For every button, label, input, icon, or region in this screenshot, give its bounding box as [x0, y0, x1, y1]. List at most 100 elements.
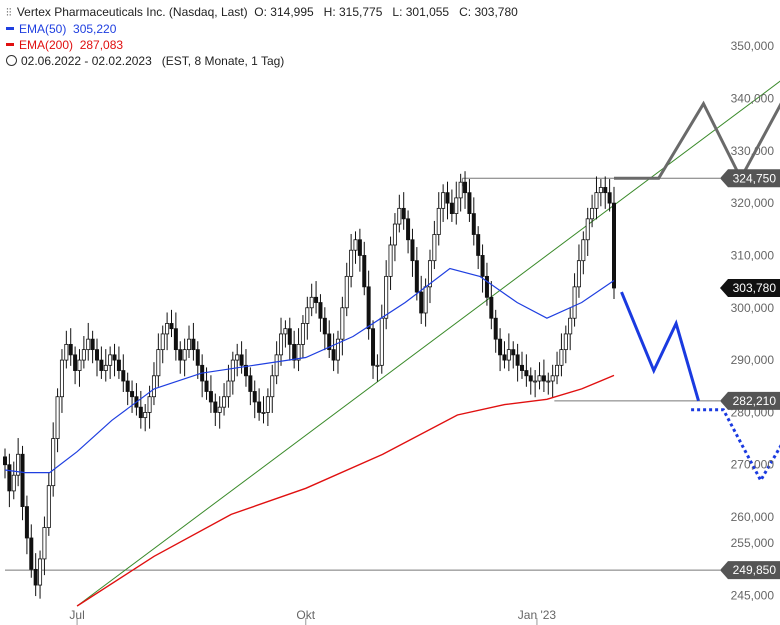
candle-body — [108, 354, 113, 366]
candle-body — [476, 234, 481, 256]
candle-body — [322, 317, 327, 335]
candle — [546, 372, 551, 395]
candle — [484, 262, 489, 306]
candle-body — [379, 317, 384, 366]
candle-body — [410, 239, 415, 262]
candle-body — [178, 349, 183, 361]
y-tick-label: 330,000 — [731, 144, 775, 158]
candle-body — [143, 412, 148, 419]
candle-body — [454, 197, 459, 214]
candle — [292, 330, 297, 369]
y-tick-label: 350,000 — [731, 39, 775, 53]
candle-body — [541, 375, 546, 382]
close-price-tag-shape — [720, 278, 780, 297]
candle-body — [121, 370, 126, 382]
candle — [261, 396, 266, 424]
candle-body — [208, 391, 213, 403]
y-tick-label: 300,000 — [731, 301, 775, 315]
candle — [95, 338, 100, 377]
candle — [519, 351, 524, 379]
candle-body — [38, 558, 43, 586]
candle — [607, 179, 612, 212]
candle — [156, 333, 161, 387]
candle — [270, 364, 275, 413]
candle — [419, 275, 424, 324]
candle-body — [331, 349, 336, 361]
candle-body — [559, 349, 564, 366]
candle-body — [3, 456, 8, 466]
candle-body — [489, 296, 494, 319]
candle — [441, 184, 446, 222]
candle — [59, 349, 64, 413]
candle — [344, 262, 349, 317]
candle-body — [414, 260, 419, 293]
level-tag: 324,750 — [720, 169, 780, 188]
candle — [86, 322, 91, 361]
candle — [371, 320, 376, 379]
candle — [559, 333, 564, 377]
projection-down-solid-path — [620, 291, 700, 402]
candle — [279, 317, 284, 366]
candle — [213, 393, 218, 427]
candle-body — [432, 234, 437, 262]
candle-body — [607, 192, 612, 204]
candle — [379, 304, 384, 374]
candle-body — [279, 333, 284, 356]
candle — [598, 179, 603, 207]
candle — [563, 325, 568, 364]
candle — [322, 307, 327, 351]
candle-body — [335, 338, 340, 361]
candle-body — [353, 239, 358, 251]
candle — [331, 333, 336, 372]
candle — [401, 192, 406, 230]
candle — [388, 236, 393, 290]
candle-body — [449, 202, 454, 214]
candle — [125, 372, 130, 406]
candle-body — [423, 286, 428, 314]
ema50-legend: EMA(50) 305,220 — [6, 22, 116, 36]
ohlc-values: O: 314,995 H: 315,775 L: 301,055 C: 303,… — [254, 5, 518, 19]
candle-body — [375, 364, 380, 367]
candle-body — [73, 354, 78, 371]
candle-body — [568, 317, 573, 335]
candle-body — [576, 260, 581, 288]
candle-body — [471, 213, 476, 235]
candle — [103, 349, 108, 382]
candle — [200, 354, 205, 398]
candle — [467, 179, 472, 222]
candle-body — [195, 349, 200, 366]
candle — [612, 186, 617, 299]
candle-body — [99, 359, 104, 371]
candle — [515, 343, 520, 382]
candle-body — [357, 239, 362, 256]
candle-body — [603, 187, 608, 194]
candle — [24, 495, 29, 555]
candle-body — [222, 396, 227, 408]
y-tick-label: 255,000 — [731, 536, 775, 550]
candle-body — [327, 333, 332, 351]
level-tag-label: 282,210 — [733, 394, 777, 408]
candle — [143, 404, 148, 432]
candle-body — [226, 380, 231, 398]
candle — [541, 359, 546, 393]
candle — [51, 422, 56, 497]
candle-body — [217, 406, 222, 413]
candle — [3, 448, 8, 479]
candle — [375, 354, 380, 382]
candle — [169, 309, 174, 338]
candle-body — [235, 354, 240, 361]
candle — [384, 260, 389, 330]
candle-body — [371, 328, 376, 366]
candle — [471, 197, 476, 246]
candle-body — [243, 364, 248, 377]
candle-body — [103, 364, 108, 371]
candle-body — [594, 192, 599, 209]
candle-body — [292, 343, 297, 361]
candle — [489, 281, 494, 330]
candle-body — [511, 349, 516, 356]
candle-body — [581, 239, 586, 262]
candle — [366, 270, 371, 340]
candle-body — [147, 396, 152, 413]
candle-body — [563, 333, 568, 351]
candle-body — [287, 328, 292, 345]
